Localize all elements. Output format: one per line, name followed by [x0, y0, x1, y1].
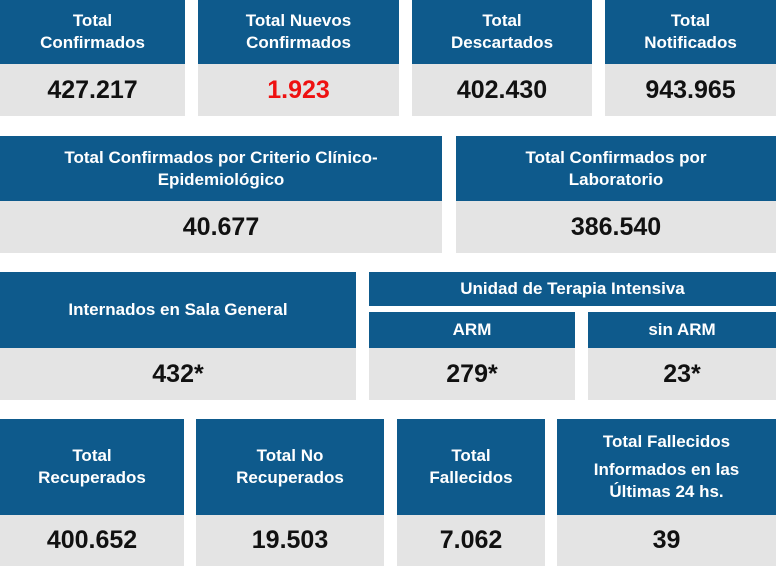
total-descartados-label-line-2: Descartados [450, 33, 554, 52]
total-fallecidos-value: 7.062 [397, 515, 545, 566]
total-no-recuperados-label-line-1: Total No [256, 446, 324, 465]
total-no-recuperados-label-line-2: Recuperados [236, 468, 344, 487]
total-notificados-value: 943.965 [605, 64, 776, 116]
confirmados-criterio-clinico-header: Total Confirmados por Criterio Clínico- … [0, 136, 442, 201]
uti-arm-value: 279* [369, 348, 575, 400]
total-notificados-header: Total Notificados [605, 0, 776, 64]
fallecidos-ultimas-24hs-label-line-2: Informados en las [593, 460, 740, 479]
internados-sala-general-value: 432* [0, 348, 356, 400]
total-notificados-label-line-1: Total [670, 11, 711, 30]
uti-sin-arm-label: sin ARM [648, 320, 716, 339]
total-confirmados-header: Total Confirmados [0, 0, 185, 64]
confirmados-criterio-clinico-label-line-1: Total Confirmados por Criterio Clínico- [64, 147, 378, 167]
total-nuevos-confirmados-label-line-2: Confirmados [246, 33, 351, 52]
total-no-recuperados-value: 19.503 [196, 515, 384, 566]
total-confirmados-label-line-1: Total [72, 11, 113, 30]
total-nuevos-confirmados-value: 1.923 [198, 64, 399, 116]
total-confirmados-value: 427.217 [0, 64, 185, 116]
total-descartados-label-line-1: Total [482, 11, 522, 30]
uti-arm-label: ARM [452, 320, 492, 339]
total-fallecidos-header: Total Fallecidos [397, 419, 545, 515]
uti-title-header: Unidad de Terapia Intensiva [369, 272, 776, 306]
uti-title-label: Unidad de Terapia Intensiva [460, 279, 685, 298]
total-recuperados-label-line-1: Total [72, 446, 112, 465]
total-confirmados-label-line-2: Confirmados [40, 33, 145, 52]
total-notificados-label-line-2: Notificados [644, 33, 737, 52]
total-fallecidos-label-line-1: Total [451, 446, 491, 465]
confirmados-laboratorio-label-line-2: Laboratorio [568, 169, 664, 189]
internados-sala-general-label: Internados en Sala General [68, 300, 288, 319]
total-recuperados-header: Total Recuperados [0, 419, 184, 515]
fallecidos-ultimas-24hs-header: Total Fallecidos Informados en las Últim… [557, 419, 776, 515]
confirmados-laboratorio-header: Total Confirmados por Laboratorio [456, 136, 776, 201]
uti-sin-arm-header: sin ARM [588, 312, 776, 348]
fallecidos-ultimas-24hs-label-line-3: Últimas 24 hs. [609, 482, 724, 501]
uti-arm-header: ARM [369, 312, 575, 348]
fallecidos-ultimas-24hs-value: 39 [557, 515, 776, 566]
total-nuevos-confirmados-label-line-1: Total Nuevos [245, 11, 352, 30]
total-descartados-header: Total Descartados [412, 0, 592, 64]
total-recuperados-value: 400.652 [0, 515, 184, 566]
confirmados-criterio-clinico-label-line-2: Epidemiológico [157, 169, 285, 189]
total-descartados-value: 402.430 [412, 64, 592, 116]
confirmados-criterio-clinico-value: 40.677 [0, 201, 442, 253]
uti-sin-arm-value: 23* [588, 348, 776, 400]
total-nuevos-confirmados-header: Total Nuevos Confirmados [198, 0, 399, 64]
total-recuperados-label-line-2: Recuperados [38, 468, 146, 487]
total-no-recuperados-header: Total No Recuperados [196, 419, 384, 515]
internados-sala-general-header: Internados en Sala General [0, 272, 356, 348]
total-fallecidos-label-line-2: Fallecidos [429, 468, 513, 487]
fallecidos-ultimas-24hs-label-line-1: Total Fallecidos [602, 432, 731, 451]
confirmados-laboratorio-label-line-1: Total Confirmados por [525, 147, 707, 167]
confirmados-laboratorio-value: 386.540 [456, 201, 776, 253]
